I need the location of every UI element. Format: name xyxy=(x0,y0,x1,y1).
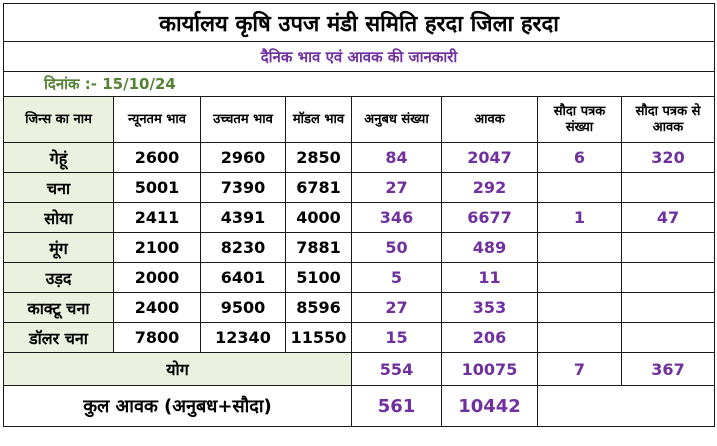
arrival-cell: 489 xyxy=(441,232,538,263)
table-row: उड़द 2000 6401 5100 5 11 xyxy=(3,262,715,293)
report-subtitle: दैनिक भाव एवं आवक की जानकारी xyxy=(3,41,715,72)
deal-arrival-cell: 320 xyxy=(621,142,715,173)
commodity-name-cell: काक्टू चना xyxy=(3,292,114,323)
arrival-cell: 353 xyxy=(441,292,538,323)
deal-count-cell: 1 xyxy=(537,202,622,233)
deal-arrival-cell xyxy=(621,232,715,263)
commodity-name-cell: गेहूं xyxy=(3,142,114,173)
report-title: कार्यालय कृषि उपज मंडी समिति हरदा जिला ह… xyxy=(3,3,715,42)
min-price-cell: 2000 xyxy=(113,262,201,293)
max-price-cell: 8230 xyxy=(200,232,286,263)
header-deal-arrival: सौदा पत्रक से आवक xyxy=(621,96,715,143)
grand-total-row: कुल आवक (अनुबध+सौदा) 561 10442 xyxy=(3,385,715,427)
contract-count-cell: 27 xyxy=(351,292,442,323)
arrival-cell: 6677 xyxy=(441,202,538,233)
contract-count-cell: 84 xyxy=(351,142,442,173)
contract-count-cell: 5 xyxy=(351,262,442,293)
deal-arrival-cell xyxy=(621,292,715,323)
grand-total-arrival: 10442 xyxy=(441,385,538,427)
grand-total-contract-count: 561 xyxy=(351,385,442,427)
deal-arrival-cell xyxy=(621,172,715,203)
arrival-cell: 2047 xyxy=(441,142,538,173)
contract-count-cell: 27 xyxy=(351,172,442,203)
table-row: चना 5001 7390 6781 27 292 xyxy=(3,172,715,203)
header-deal-count: सौदा पत्रक संख्या xyxy=(537,96,622,143)
contract-count-cell: 15 xyxy=(351,322,442,353)
min-price-cell: 2600 xyxy=(113,142,201,173)
min-price-cell: 2411 xyxy=(113,202,201,233)
commodity-name-cell: चना xyxy=(3,172,114,203)
header-row: जिन्स का नाम न्यूनतम भाव उच्चतम भाव मॉडल… xyxy=(3,96,715,143)
grand-total-label: कुल आवक (अनुबध+सौदा) xyxy=(3,385,352,427)
max-price-cell: 12340 xyxy=(200,322,286,353)
deal-count-cell: 6 xyxy=(537,142,622,173)
commodity-name-cell: उड़द xyxy=(3,262,114,293)
deal-count-cell xyxy=(537,232,622,263)
min-price-cell: 7800 xyxy=(113,322,201,353)
arrival-cell: 11 xyxy=(441,262,538,293)
header-min-price: न्यूनतम भाव xyxy=(113,96,201,143)
total-arrival: 10075 xyxy=(441,352,538,386)
min-price-cell: 2100 xyxy=(113,232,201,263)
table-row: गेहूं 2600 2960 2850 84 2047 6 320 xyxy=(3,142,715,173)
total-deal-arrival: 367 xyxy=(621,352,715,386)
max-price-cell: 2960 xyxy=(200,142,286,173)
deal-arrival-cell xyxy=(621,322,715,353)
header-model-price: मॉडल भाव xyxy=(285,96,352,143)
model-price-cell: 5100 xyxy=(285,262,352,293)
report-table: कार्यालय कृषि उपज मंडी समिति हरदा जिला ह… xyxy=(3,3,715,427)
contract-count-cell: 50 xyxy=(351,232,442,263)
total-row: योग 554 10075 7 367 xyxy=(3,352,715,386)
deal-count-cell xyxy=(537,292,622,323)
deal-arrival-cell: 47 xyxy=(621,202,715,233)
model-price-cell: 8596 xyxy=(285,292,352,323)
model-price-cell: 7881 xyxy=(285,232,352,263)
commodity-name-cell: सोया xyxy=(3,202,114,233)
min-price-cell: 2400 xyxy=(113,292,201,323)
arrival-cell: 292 xyxy=(441,172,538,203)
deal-count-cell xyxy=(537,262,622,293)
commodity-name-cell: मूंग xyxy=(3,232,114,263)
model-price-cell: 2850 xyxy=(285,142,352,173)
model-price-cell: 6781 xyxy=(285,172,352,203)
model-price-cell: 11550 xyxy=(285,322,352,353)
report-date: दिनांक :- 15/10/24 xyxy=(3,71,715,97)
grand-total-empty xyxy=(537,385,715,427)
max-price-cell: 4391 xyxy=(200,202,286,233)
arrival-cell: 206 xyxy=(441,322,538,353)
table-row: डॉलर चना 7800 12340 11550 15 206 xyxy=(3,322,715,353)
table-row: सोया 2411 4391 4000 346 6677 1 47 xyxy=(3,202,715,233)
commodity-name-cell: डॉलर चना xyxy=(3,322,114,353)
table-row: काक्टू चना 2400 9500 8596 27 353 xyxy=(3,292,715,323)
header-arrival: आवक xyxy=(441,96,538,143)
total-deal-count: 7 xyxy=(537,352,622,386)
mandi-report-sheet: कार्यालय कृषि उपज मंडी समिति हरदा जिला ह… xyxy=(3,3,715,443)
table-row: मूंग 2100 8230 7881 50 489 xyxy=(3,232,715,263)
deal-count-cell xyxy=(537,322,622,353)
contract-count-cell: 346 xyxy=(351,202,442,233)
header-max-price: उच्चतम भाव xyxy=(200,96,286,143)
max-price-cell: 6401 xyxy=(200,262,286,293)
model-price-cell: 4000 xyxy=(285,202,352,233)
header-commodity: जिन्स का नाम xyxy=(3,96,114,143)
deal-count-cell xyxy=(537,172,622,203)
min-price-cell: 5001 xyxy=(113,172,201,203)
header-contract-count: अनुबध संख्या xyxy=(351,96,442,143)
max-price-cell: 9500 xyxy=(200,292,286,323)
total-contract-count: 554 xyxy=(351,352,442,386)
max-price-cell: 7390 xyxy=(200,172,286,203)
total-label: योग xyxy=(3,352,352,386)
deal-arrival-cell xyxy=(621,262,715,293)
